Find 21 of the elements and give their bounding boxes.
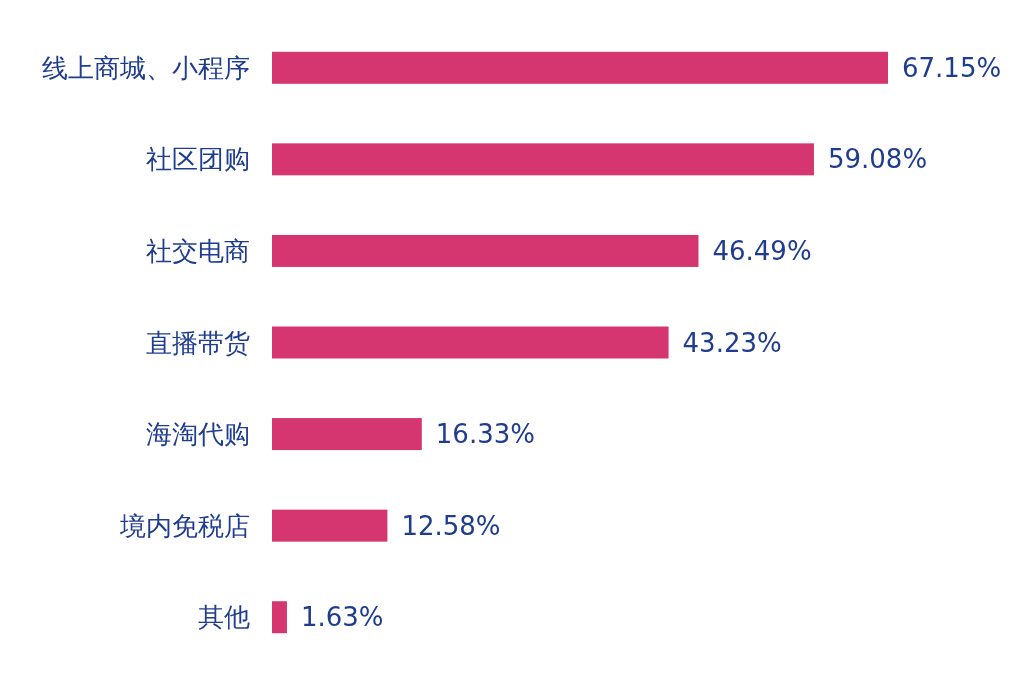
y-tick-label: 社区团购 (146, 144, 250, 175)
bar (272, 509, 388, 542)
bar (272, 143, 814, 176)
data-label: 46.49% (712, 235, 812, 266)
bar (272, 601, 287, 634)
bar (272, 234, 699, 267)
y-tick-label: 线上商城、小程序 (42, 52, 250, 83)
y-tick-label: 其他 (198, 602, 250, 633)
data-label: 16.33% (435, 419, 535, 450)
bar (272, 418, 422, 451)
data-label: 59.08% (827, 144, 928, 175)
data-label: 67.15% (902, 52, 1002, 83)
data-label: 12.58% (401, 510, 501, 541)
bar (272, 51, 888, 84)
y-tick-label: 直播带货 (146, 327, 250, 358)
data-label: 1.63% (300, 602, 384, 633)
bar (272, 326, 669, 359)
data-label: 43.23% (682, 327, 782, 358)
y-tick-label: 海淘代购 (146, 419, 250, 450)
y-tick-label: 社交电商 (146, 235, 250, 266)
y-tick-label: 境内免税店 (119, 510, 250, 541)
